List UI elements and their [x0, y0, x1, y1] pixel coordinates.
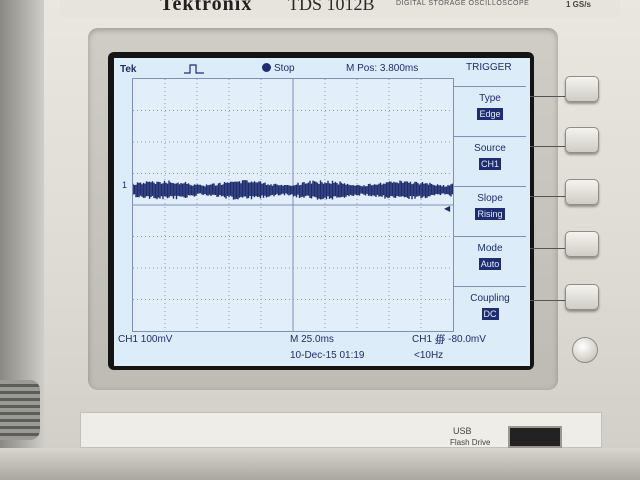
trigger-level-arrow-icon: ◀ — [444, 204, 450, 213]
option-button-2[interactable] — [565, 127, 599, 153]
menu-item-source[interactable]: Source CH1 — [454, 136, 526, 185]
acquisition-state: Stop — [262, 63, 295, 74]
menu-item-label: Slope — [454, 193, 526, 204]
option-button-4[interactable] — [565, 231, 599, 257]
option-button-1[interactable] — [565, 76, 599, 102]
trigger-menu: Type Edge Source CH1 Slope Rising Mode A… — [454, 78, 526, 330]
menu-item-label: Type — [454, 93, 526, 104]
option-button-5[interactable] — [565, 284, 599, 310]
brand-strip: Tektronix TDS 1012B DIGITAL STORAGE OSCI… — [60, 0, 620, 18]
ch1-scale: CH1 100mV — [118, 334, 172, 345]
option-button-3[interactable] — [565, 179, 599, 205]
ch1-ground-marker: 1 — [122, 180, 127, 190]
brand-name: Tektronix — [160, 0, 252, 16]
multipurpose-knob[interactable] — [572, 337, 598, 363]
date-time: 10-Dec-15 01:19 — [290, 350, 365, 361]
usb-sublabel: Flash Drive — [450, 438, 490, 447]
menu-item-label: Coupling — [454, 293, 526, 304]
usb-port[interactable] — [508, 426, 562, 448]
horizontal-position: M Pos: 3.800ms — [346, 63, 418, 74]
menu-item-label: Source — [454, 143, 526, 154]
tek-logo: Tek — [120, 64, 137, 75]
menu-item-coupling[interactable]: Coupling DC — [454, 286, 526, 335]
button-leader-line — [530, 96, 566, 97]
menu-item-label: Mode — [454, 243, 526, 254]
sample-rate: 1 GS/s — [566, 0, 591, 9]
menu-item-value: Auto — [479, 258, 502, 270]
menu-title: TRIGGER — [466, 62, 512, 73]
trigger-frequency: <10Hz — [414, 350, 443, 361]
usb-label: USB — [453, 426, 472, 436]
button-leader-line — [530, 196, 566, 197]
oscilloscope-display: Tek Stop M Pos: 3.800ms TRIGGER ▼ 1 ◀ — [114, 58, 530, 366]
menu-item-value: Rising — [475, 208, 504, 220]
menu-item-type[interactable]: Type Edge — [454, 86, 526, 135]
probe-cable — [0, 380, 40, 440]
button-leader-line — [530, 248, 566, 249]
menu-item-slope[interactable]: Slope Rising — [454, 186, 526, 235]
menu-item-value: Edge — [477, 108, 502, 120]
pulse-edge-icon — [184, 64, 204, 74]
model-name: TDS 1012B — [288, 0, 375, 15]
graticule-svg — [133, 79, 453, 331]
timebase: M 25.0ms — [290, 334, 334, 345]
menu-item-mode[interactable]: Mode Auto — [454, 236, 526, 285]
button-leader-line — [530, 300, 566, 301]
trigger-readout: CH1 ∰ -80.0mV — [412, 334, 486, 345]
model-subtitle: DIGITAL STORAGE OSCILLOSCOPE — [396, 0, 529, 7]
desk-surface — [0, 448, 640, 480]
stop-dot-icon — [262, 63, 271, 72]
menu-item-value: DC — [482, 308, 499, 320]
waveform-graticule — [132, 78, 454, 332]
acq-state-label: Stop — [274, 63, 295, 74]
button-leader-line — [530, 146, 566, 147]
menu-item-value: CH1 — [479, 158, 501, 170]
